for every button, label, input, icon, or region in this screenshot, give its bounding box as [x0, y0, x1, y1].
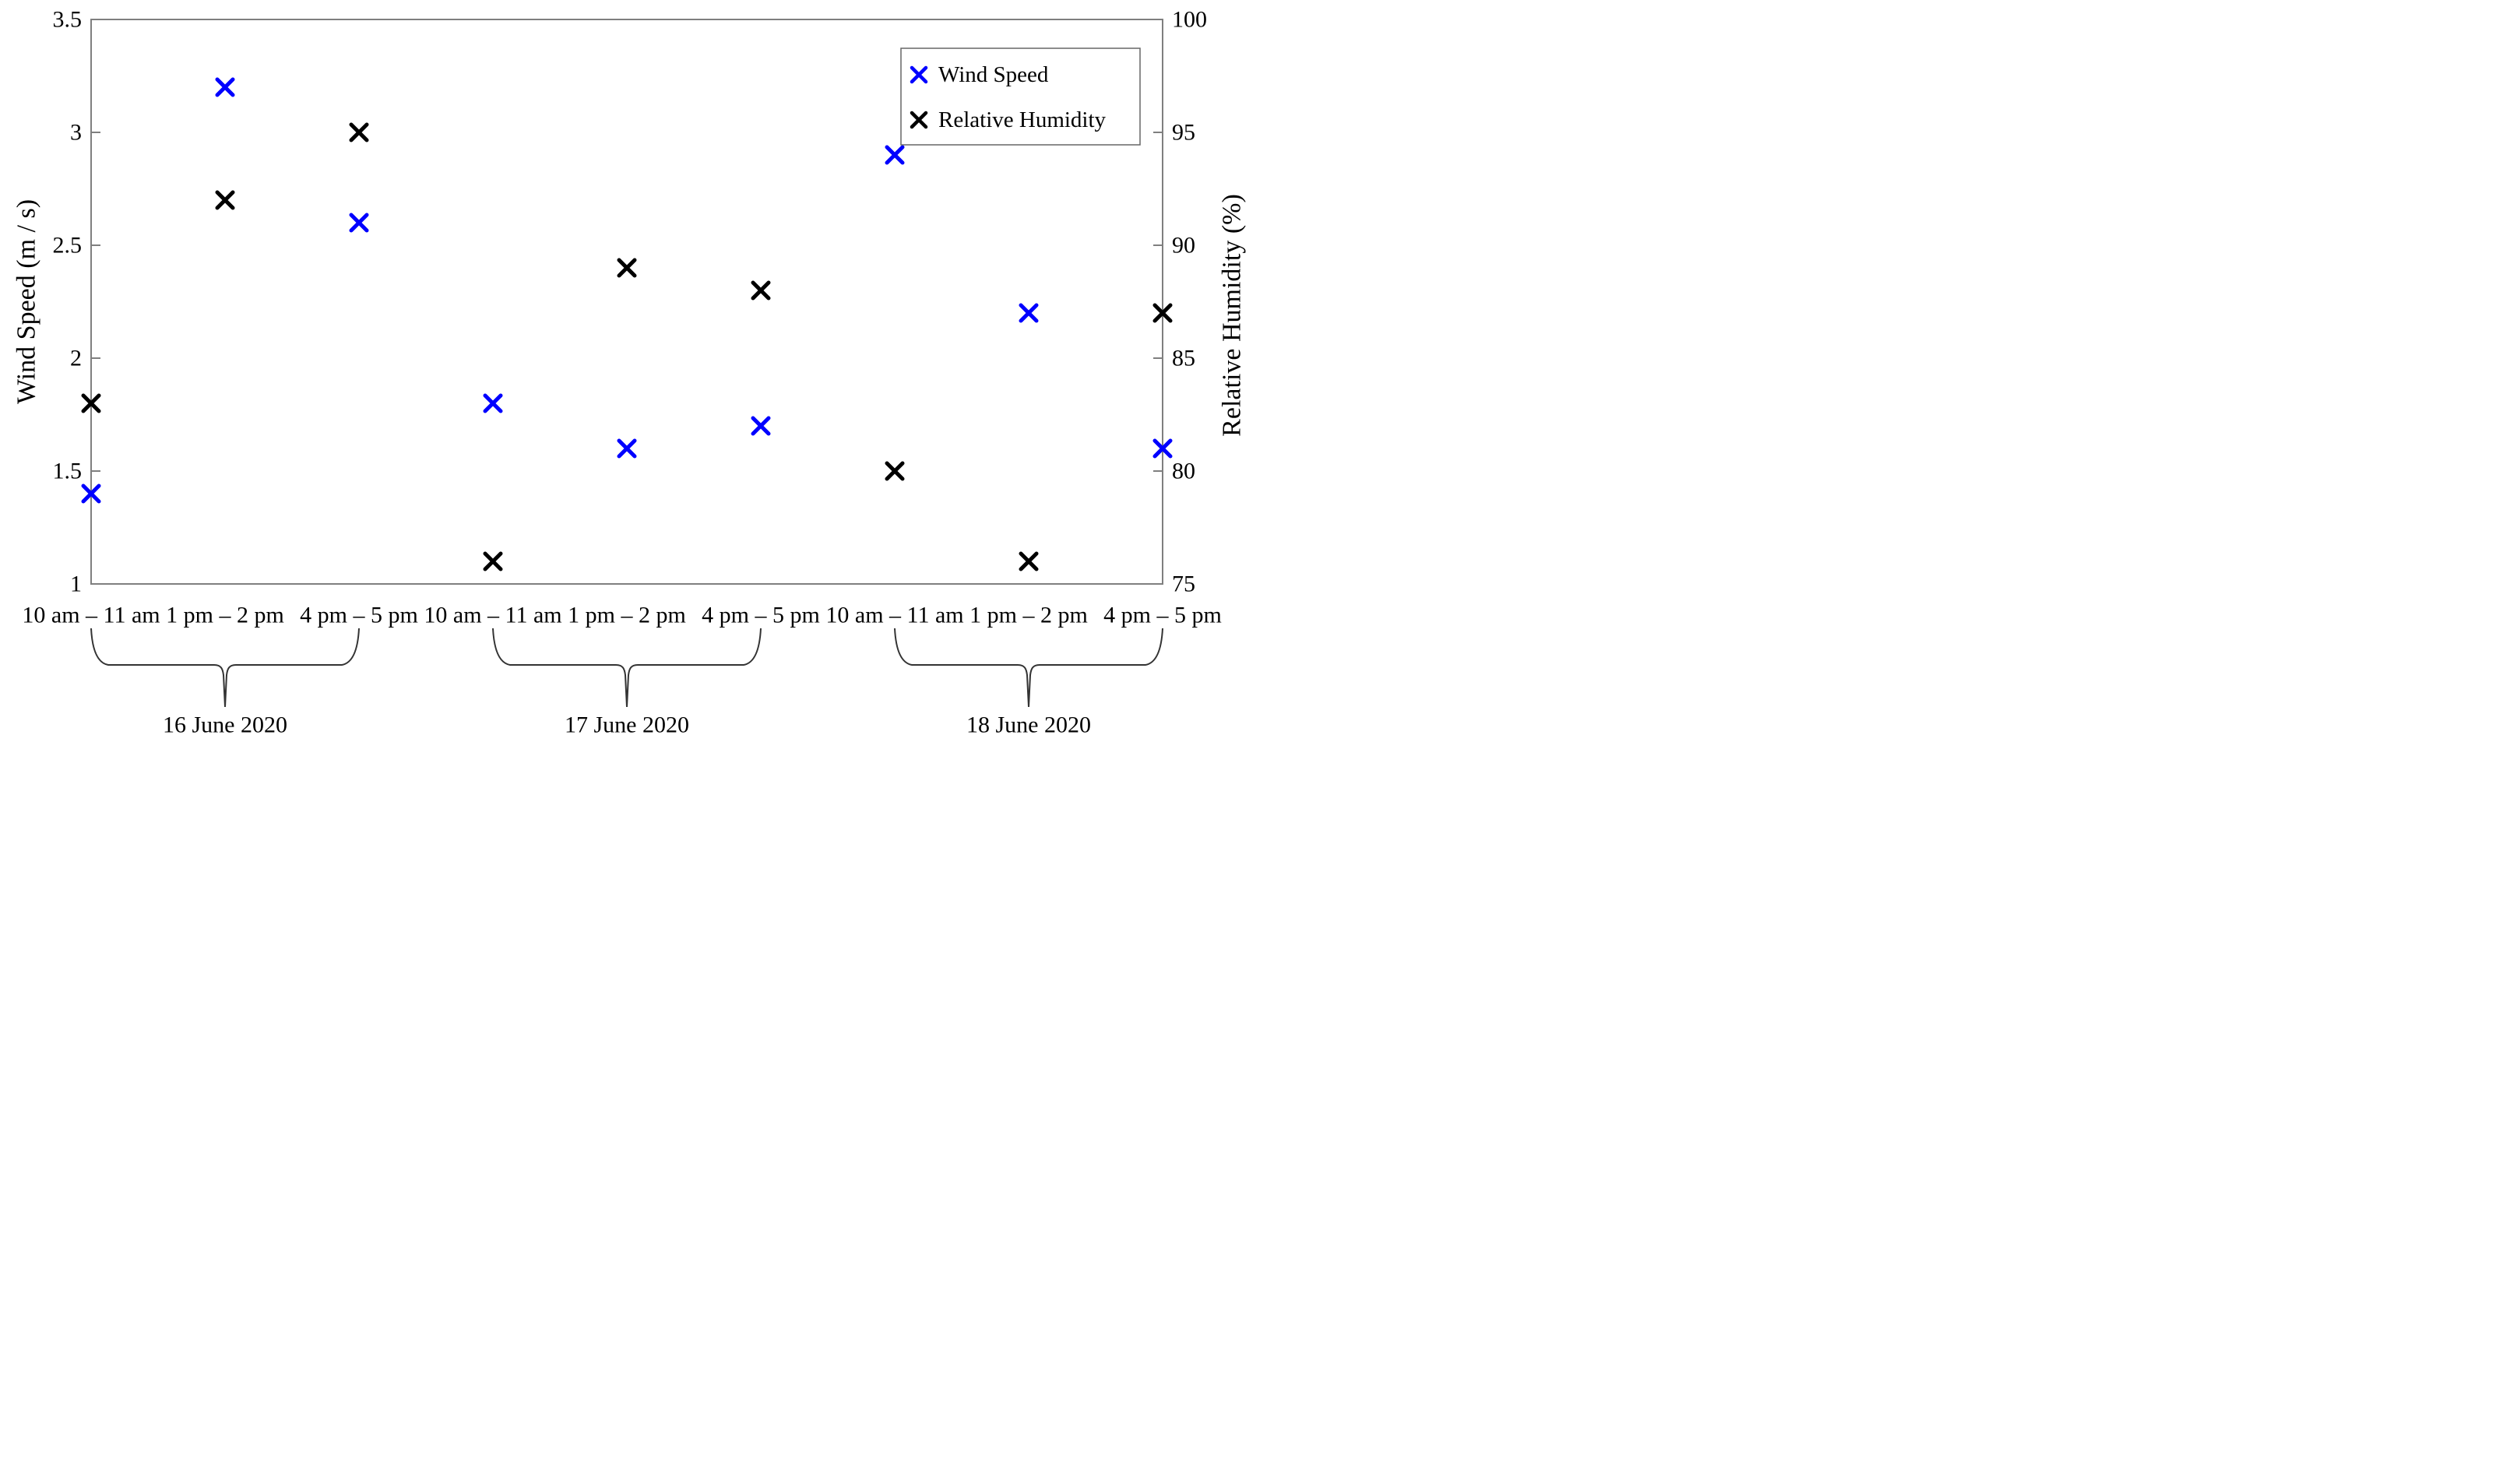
- wind-speed-marker: [1152, 438, 1173, 459]
- y-left-tick-label: 2: [70, 346, 82, 371]
- relative-humidity-marker: [1019, 551, 1039, 571]
- x-category-label: 1 pm – 2 pm: [166, 603, 284, 628]
- wind-speed-marker: [215, 77, 235, 97]
- y-right-tick-label: 100: [1172, 7, 1207, 33]
- x-category-label: 4 pm – 5 pm: [1103, 603, 1222, 628]
- y-right-tick-label: 75: [1172, 571, 1195, 597]
- y-left-tick-label: 3: [70, 120, 82, 146]
- y-right-tick-label: 90: [1172, 233, 1195, 258]
- y-left-tick-label: 2.5: [53, 233, 83, 258]
- wind-speed-marker: [1019, 303, 1039, 323]
- x-category-label: 1 pm – 2 pm: [568, 603, 686, 628]
- legend-box: [900, 47, 1141, 146]
- wind-speed-marker: [349, 213, 369, 233]
- relative-humidity-marker: [215, 190, 235, 210]
- chart-figure: 1 1.5 2 2.5 3 3.5 75 80 85 90 95 100 Wind Speed (m /…: [0, 0, 1254, 742]
- legend-label-wind-speed: Wind Speed: [938, 62, 1049, 87]
- y-left-tick-label: 1.5: [53, 459, 83, 484]
- relative-humidity-marker: [349, 122, 369, 142]
- y-right-tick-label: 95: [1172, 120, 1195, 146]
- relative-humidity-marker: [885, 461, 905, 481]
- wind-speed-marker: [81, 484, 101, 504]
- group-date-label: 18 June 2020: [966, 712, 1091, 738]
- y-right-tick-label: 85: [1172, 346, 1195, 371]
- wind-speed-marker: [617, 438, 637, 459]
- y-left-tick-label: 3.5: [53, 7, 83, 33]
- x-category-label: 4 pm – 5 pm: [702, 603, 820, 628]
- x-category-label: 10 am – 11 am: [825, 603, 963, 628]
- x-category-label: 4 pm – 5 pm: [300, 603, 418, 628]
- wind-speed-marker: [751, 416, 771, 436]
- relative-humidity-marker: [81, 393, 101, 413]
- group-date-label: 16 June 2020: [163, 712, 287, 738]
- y-right-axis-title: Relative Humidity (%): [1218, 194, 1247, 437]
- group-date-label: 17 June 2020: [565, 712, 689, 738]
- group-brace: [492, 628, 762, 708]
- y-left-axis-title: Wind Speed (m / s): [12, 199, 41, 404]
- y-left-tick-label: 1: [70, 571, 82, 597]
- plot-frame: [90, 19, 1163, 585]
- legend-marker-relative-humidity: [910, 111, 928, 129]
- relative-humidity-marker: [751, 280, 771, 301]
- legend-marker-wind-speed: [910, 65, 928, 84]
- x-category-label: 10 am – 11 am: [424, 603, 561, 628]
- wind-speed-marker: [885, 145, 905, 165]
- chart-canvas: 1 1.5 2 2.5 3 3.5 75 80 85 90 95 100 Wind Speed (m /…: [12, 7, 1247, 738]
- group-brace: [894, 628, 1163, 708]
- legend-label-relative-humidity: Relative Humidity: [938, 107, 1107, 132]
- y-right-tick-label: 80: [1172, 459, 1195, 484]
- x-category-label: 1 pm – 2 pm: [969, 603, 1088, 628]
- group-brace: [90, 628, 360, 708]
- wind-speed-marker: [483, 393, 503, 413]
- relative-humidity-marker: [617, 258, 637, 278]
- relative-humidity-marker: [483, 551, 503, 571]
- x-category-label: 10 am – 11 am: [22, 603, 160, 628]
- relative-humidity-marker: [1152, 303, 1173, 323]
